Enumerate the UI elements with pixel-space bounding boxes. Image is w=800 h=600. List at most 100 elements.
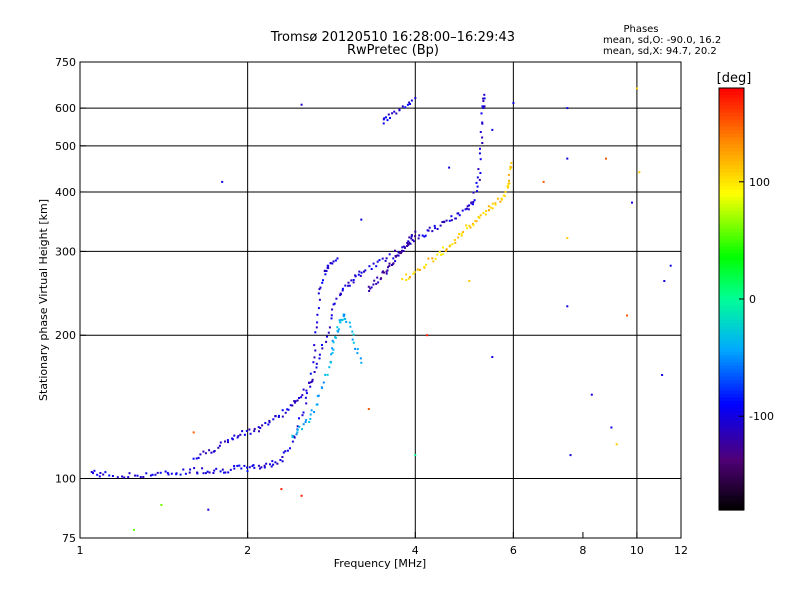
- data-point: [149, 474, 152, 477]
- data-point: [383, 271, 385, 274]
- data-point: [348, 284, 351, 287]
- colorbar-segment: [719, 182, 744, 188]
- colorbar-segment: [719, 281, 744, 286]
- data-point: [396, 254, 399, 257]
- data-point: [438, 251, 441, 253]
- data-point: [294, 401, 296, 404]
- data-point: [431, 230, 434, 233]
- data-point: [496, 197, 499, 200]
- colorbar-segment: [719, 443, 744, 448]
- data-point: [663, 280, 666, 282]
- y-axis-ticks: 75 100 200 300 400 500 600 750: [55, 56, 86, 545]
- data-point: [210, 451, 213, 454]
- data-point: [215, 467, 218, 470]
- data-point: [460, 232, 463, 235]
- colorbar-segment: [719, 502, 744, 508]
- data-point: [339, 321, 342, 324]
- data-point: [434, 257, 437, 260]
- data-point: [431, 257, 434, 260]
- data-point: [212, 472, 215, 474]
- colorbar-segment: [719, 161, 744, 166]
- data-point: [388, 264, 391, 267]
- data-point: [326, 373, 329, 376]
- data-point: [280, 488, 283, 491]
- colorbar-segment: [719, 242, 744, 247]
- data-point: [476, 185, 479, 188]
- colorbar-segment: [719, 197, 744, 202]
- data-point: [291, 434, 294, 437]
- data-point: [376, 276, 379, 279]
- data-point: [445, 248, 448, 251]
- data-point: [341, 287, 344, 290]
- data-point: [305, 392, 308, 395]
- data-point: [354, 347, 357, 350]
- data-point: [412, 272, 415, 275]
- data-point: [330, 353, 333, 356]
- data-point: [315, 366, 318, 369]
- data-point: [368, 265, 371, 268]
- data-point: [92, 472, 94, 475]
- x-tick-label: 6: [510, 544, 517, 557]
- data-point: [289, 404, 292, 407]
- data-point: [274, 461, 277, 464]
- colorbar-segment: [719, 344, 744, 349]
- data-point: [418, 234, 421, 237]
- data-point: [298, 417, 300, 420]
- colorbar-segment: [719, 422, 744, 427]
- data-point: [566, 237, 569, 240]
- data-point: [382, 270, 384, 273]
- data-point: [145, 472, 148, 475]
- data-point: [264, 422, 267, 424]
- data-point: [392, 262, 395, 265]
- data-point: [329, 262, 332, 265]
- data-point: [154, 473, 157, 476]
- data-point: [476, 190, 478, 193]
- data-point: [483, 97, 486, 100]
- colorbar-segment: [719, 471, 744, 476]
- data-point: [372, 283, 375, 286]
- data-point: [195, 457, 198, 460]
- chart-title: Tromsø 20120510 16:28:00–16:29:43: [270, 30, 515, 45]
- colorbar-segment: [719, 390, 744, 395]
- data-point: [400, 251, 403, 253]
- data-point: [401, 246, 404, 249]
- colorbar-segment: [719, 235, 744, 240]
- data-point: [315, 362, 318, 365]
- data-point: [237, 435, 240, 438]
- data-point: [142, 476, 145, 478]
- data-point: [489, 206, 492, 209]
- colorbar-segment: [719, 158, 744, 163]
- data-point: [481, 121, 484, 124]
- data-point: [188, 471, 191, 474]
- data-point: [286, 449, 289, 452]
- colorbar-segment: [719, 408, 744, 413]
- data-point: [310, 409, 313, 412]
- data-point: [388, 262, 391, 265]
- data-point: [263, 466, 266, 469]
- colorbar-segment: [719, 457, 744, 462]
- data-point: [372, 262, 375, 265]
- data-point: [470, 201, 473, 204]
- colorbar-segment: [719, 464, 744, 469]
- data-point: [457, 212, 460, 215]
- data-point: [494, 203, 497, 206]
- data-point: [408, 101, 411, 104]
- colorbar-tick-label: 100: [749, 176, 770, 189]
- data-point: [394, 260, 397, 263]
- data-point: [286, 408, 289, 411]
- data-point: [450, 215, 453, 218]
- data-point: [241, 430, 244, 433]
- y-tick-label: 100: [55, 473, 76, 486]
- data-point: [104, 471, 107, 474]
- data-point: [375, 282, 378, 285]
- data-point: [408, 241, 411, 244]
- data-point: [405, 273, 408, 276]
- data-point: [204, 472, 207, 475]
- data-point: [479, 131, 482, 133]
- data-point: [304, 421, 307, 423]
- data-point: [354, 274, 357, 277]
- data-point: [348, 321, 351, 324]
- data-point: [441, 253, 444, 256]
- y-tick-label: 750: [55, 56, 76, 69]
- colorbar-segment: [719, 288, 744, 293]
